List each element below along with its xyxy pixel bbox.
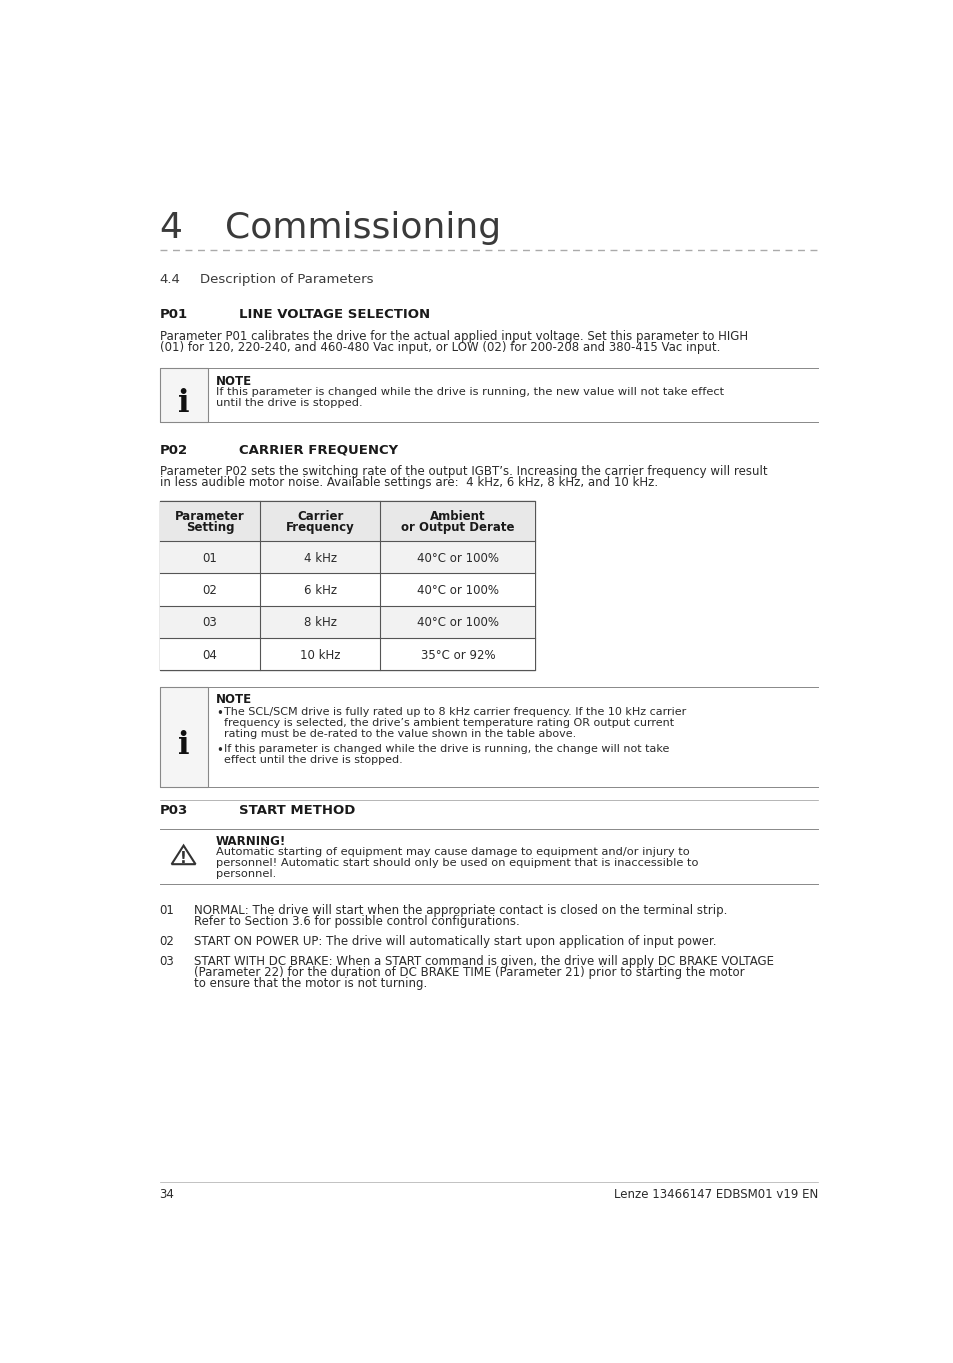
Text: 40°C or 100%: 40°C or 100% bbox=[416, 552, 498, 564]
Text: 34: 34 bbox=[159, 1187, 174, 1201]
Text: •: • bbox=[216, 744, 223, 756]
Text: Lenze 13466147 EDBSM01 v19 EN: Lenze 13466147 EDBSM01 v19 EN bbox=[614, 1187, 818, 1201]
Text: 03: 03 bbox=[202, 616, 217, 630]
Text: 35°C or 92%: 35°C or 92% bbox=[420, 649, 495, 661]
Text: 04: 04 bbox=[202, 649, 217, 661]
Text: (Parameter 22) for the duration of DC BRAKE TIME (Parameter 21) prior to startin: (Parameter 22) for the duration of DC BR… bbox=[194, 966, 744, 979]
Text: START WITH DC BRAKE: When a START command is given, the drive will apply DC BRAK: START WITH DC BRAKE: When a START comman… bbox=[194, 955, 774, 968]
Text: LINE VOLTAGE SELECTION: LINE VOLTAGE SELECTION bbox=[239, 308, 430, 322]
Text: until the drive is stopped.: until the drive is stopped. bbox=[216, 398, 362, 408]
Text: 03: 03 bbox=[159, 955, 174, 968]
Bar bbox=[159, 687, 208, 788]
Text: Ambient: Ambient bbox=[430, 510, 485, 523]
Text: 01: 01 bbox=[202, 552, 217, 564]
Text: to ensure that the motor is not turning.: to ensure that the motor is not turning. bbox=[194, 977, 427, 990]
Text: The SCL/SCM drive is fully rated up to 8 kHz carrier frequency. If the 10 kHz ca: The SCL/SCM drive is fully rated up to 8… bbox=[224, 707, 685, 717]
Text: in less audible motor noise. Available settings are:  4 kHz, 6 kHz, 8 kHz, and 1: in less audible motor noise. Available s… bbox=[159, 476, 657, 489]
Text: Automatic starting of equipment may cause damage to equipment and/or injury to: Automatic starting of equipment may caus… bbox=[216, 848, 689, 857]
Text: 6 kHz: 6 kHz bbox=[303, 583, 336, 597]
Text: 01: 01 bbox=[159, 904, 174, 917]
Text: 4 kHz: 4 kHz bbox=[303, 552, 336, 564]
Text: Frequency: Frequency bbox=[286, 521, 355, 534]
Bar bbox=[159, 500, 535, 541]
Text: Carrier: Carrier bbox=[297, 510, 343, 523]
Text: 02: 02 bbox=[159, 935, 174, 949]
Text: •: • bbox=[216, 707, 223, 720]
Text: 8 kHz: 8 kHz bbox=[304, 616, 336, 630]
Text: (01) for 120, 220-240, and 460-480 Vac input, or LOW (02) for 200-208 and 380-41: (01) for 120, 220-240, and 460-480 Vac i… bbox=[159, 341, 720, 353]
Text: NOTE: NOTE bbox=[216, 694, 252, 706]
Text: Commissioning: Commissioning bbox=[225, 211, 501, 245]
Text: Parameter P01 calibrates the drive for the actual applied input voltage. Set thi: Parameter P01 calibrates the drive for t… bbox=[159, 330, 747, 343]
Bar bbox=[159, 574, 535, 605]
Text: Parameter: Parameter bbox=[174, 510, 245, 523]
Text: Setting: Setting bbox=[186, 521, 233, 534]
Text: i: i bbox=[177, 729, 189, 761]
Text: 4.4: 4.4 bbox=[159, 273, 180, 286]
Bar bbox=[159, 541, 535, 574]
Text: personnel! Automatic start should only be used on equipment that is inaccessible: personnel! Automatic start should only b… bbox=[216, 859, 698, 868]
Text: Description of Parameters: Description of Parameters bbox=[199, 273, 373, 286]
Text: WARNING!: WARNING! bbox=[216, 836, 286, 848]
Bar bbox=[159, 638, 535, 671]
Text: Refer to Section 3.6 for possible control configurations.: Refer to Section 3.6 for possible contro… bbox=[194, 915, 519, 928]
Text: 40°C or 100%: 40°C or 100% bbox=[416, 583, 498, 597]
Text: P03: P03 bbox=[159, 804, 188, 818]
Text: START METHOD: START METHOD bbox=[239, 804, 355, 818]
Text: NORMAL: The drive will start when the appropriate contact is closed on the termi: NORMAL: The drive will start when the ap… bbox=[194, 904, 727, 917]
Text: P02: P02 bbox=[159, 444, 188, 457]
Text: or Output Derate: or Output Derate bbox=[401, 521, 514, 534]
Text: 4: 4 bbox=[159, 211, 182, 245]
Text: rating must be de-rated to the value shown in the table above.: rating must be de-rated to the value sho… bbox=[224, 729, 576, 739]
Bar bbox=[159, 368, 208, 423]
Text: i: i bbox=[177, 387, 189, 418]
Text: effect until the drive is stopped.: effect until the drive is stopped. bbox=[224, 755, 402, 765]
Text: If this parameter is changed while the drive is running, the change will not tak: If this parameter is changed while the d… bbox=[224, 744, 669, 754]
Text: CARRIER FREQUENCY: CARRIER FREQUENCY bbox=[239, 444, 398, 457]
Text: personnel.: personnel. bbox=[216, 868, 276, 879]
Text: If this parameter is changed while the drive is running, the new value will not : If this parameter is changed while the d… bbox=[216, 387, 723, 397]
Polygon shape bbox=[172, 845, 195, 864]
Text: 02: 02 bbox=[202, 583, 217, 597]
Text: NOTE: NOTE bbox=[216, 375, 252, 387]
Text: 10 kHz: 10 kHz bbox=[300, 649, 340, 661]
Text: START ON POWER UP: The drive will automatically start upon application of input : START ON POWER UP: The drive will automa… bbox=[194, 935, 716, 949]
Bar bbox=[159, 500, 535, 671]
Text: frequency is selected, the drive’s ambient temperature rating OR output current: frequency is selected, the drive’s ambie… bbox=[224, 718, 673, 728]
Text: Parameter P02 sets the switching rate of the output IGBT’s. Increasing the carri: Parameter P02 sets the switching rate of… bbox=[159, 465, 766, 478]
Bar bbox=[159, 605, 535, 638]
Text: 40°C or 100%: 40°C or 100% bbox=[416, 616, 498, 630]
Text: P01: P01 bbox=[159, 308, 188, 322]
Text: !: ! bbox=[180, 851, 187, 866]
